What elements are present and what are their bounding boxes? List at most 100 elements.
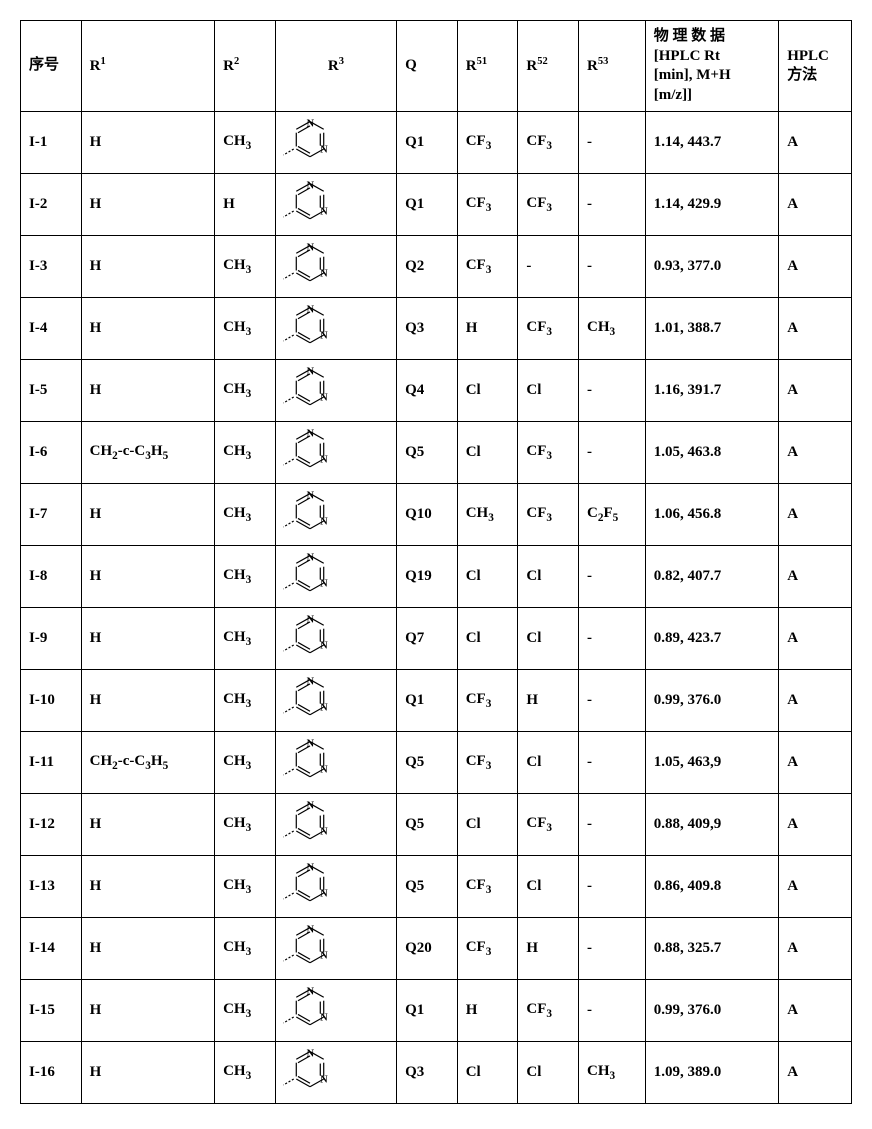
- cell-r53: -: [579, 236, 646, 298]
- header-seq: 序号: [21, 21, 82, 112]
- svg-text:N: N: [306, 925, 314, 936]
- cell-r3-structure: N N: [275, 236, 396, 298]
- pyrimidine-icon: N N: [280, 363, 340, 413]
- cell-seq: I-4: [21, 298, 82, 360]
- cell-r51: Cl: [457, 546, 518, 608]
- cell-hplc-data: 1.05, 463.8: [645, 422, 778, 484]
- cell-r51: CF3: [457, 918, 518, 980]
- cell-r53: -: [579, 174, 646, 236]
- cell-method: A: [779, 484, 852, 546]
- cell-r3-structure: N N: [275, 298, 396, 360]
- svg-text:N: N: [306, 677, 314, 688]
- cell-r53: -: [579, 360, 646, 422]
- cell-hplc-data: 1.16, 391.7: [645, 360, 778, 422]
- table-row: I-16HCH3 N N Q3ClClCH31.09, 389.0A: [21, 1042, 852, 1104]
- cell-r2: CH3: [215, 608, 276, 670]
- cell-r3-structure: N N: [275, 670, 396, 732]
- pyrimidine-icon: N N: [280, 115, 340, 165]
- cell-r3-structure: N N: [275, 732, 396, 794]
- cell-r53: -: [579, 918, 646, 980]
- cell-method: A: [779, 670, 852, 732]
- cell-r1: CH2-c-C3H5: [81, 422, 214, 484]
- pyrimidine-icon: N N: [280, 177, 340, 227]
- cell-seq: I-9: [21, 608, 82, 670]
- table-row: I-9HCH3 N N Q7ClCl-0.89, 423.7A: [21, 608, 852, 670]
- header-r52: R52: [518, 21, 579, 112]
- cell-r1: H: [81, 608, 214, 670]
- cell-r51: CF3: [457, 856, 518, 918]
- svg-text:N: N: [320, 640, 328, 651]
- cell-r53: -: [579, 794, 646, 856]
- table-row: I-13HCH3 N N Q5CF3Cl-0.86, 409.8A: [21, 856, 852, 918]
- cell-method: A: [779, 608, 852, 670]
- cell-r1: H: [81, 484, 214, 546]
- svg-text:N: N: [320, 454, 328, 465]
- table-row: I-14HCH3 N N Q20CF3H-0.88, 325.7A: [21, 918, 852, 980]
- header-r1: R1: [81, 21, 214, 112]
- pyrimidine-icon: N N: [280, 859, 340, 909]
- table-row: I-8HCH3 N N Q19ClCl-0.82, 407.7A: [21, 546, 852, 608]
- cell-r3-structure: N N: [275, 1042, 396, 1104]
- pyrimidine-icon: N N: [280, 301, 340, 351]
- cell-q: Q19: [397, 546, 458, 608]
- pyrimidine-icon: N N: [280, 735, 340, 785]
- header-r51: R51: [457, 21, 518, 112]
- cell-r1: H: [81, 236, 214, 298]
- pyrimidine-icon: N N: [280, 487, 340, 537]
- cell-r51: Cl: [457, 360, 518, 422]
- cell-seq: I-7: [21, 484, 82, 546]
- table-row: I-7HCH3 N N Q10CH3CF3C2F51.06, 456.8A: [21, 484, 852, 546]
- cell-hplc-data: 1.06, 456.8: [645, 484, 778, 546]
- cell-r2: CH3: [215, 732, 276, 794]
- cell-r2: CH3: [215, 546, 276, 608]
- cell-r3-structure: N N: [275, 546, 396, 608]
- cell-r51: CF3: [457, 732, 518, 794]
- table-row: I-3HCH3 N N Q2CF3--0.93, 377.0A: [21, 236, 852, 298]
- cell-method: A: [779, 918, 852, 980]
- cell-r52: -: [518, 236, 579, 298]
- cell-seq: I-11: [21, 732, 82, 794]
- cell-hplc-data: 1.14, 429.9: [645, 174, 778, 236]
- svg-text:N: N: [320, 268, 328, 279]
- header-r2: R2: [215, 21, 276, 112]
- cell-r2: CH3: [215, 980, 276, 1042]
- cell-r3-structure: N N: [275, 484, 396, 546]
- cell-r1: H: [81, 546, 214, 608]
- svg-text:N: N: [306, 987, 314, 998]
- cell-hplc-data: 1.14, 443.7: [645, 112, 778, 174]
- cell-q: Q3: [397, 1042, 458, 1104]
- cell-method: A: [779, 112, 852, 174]
- cell-q: Q5: [397, 732, 458, 794]
- cell-method: A: [779, 732, 852, 794]
- cell-method: A: [779, 236, 852, 298]
- cell-r2: CH3: [215, 794, 276, 856]
- cell-q: Q1: [397, 670, 458, 732]
- cell-r52: Cl: [518, 608, 579, 670]
- cell-seq: I-10: [21, 670, 82, 732]
- svg-text:N: N: [320, 144, 328, 155]
- cell-r53: CH3: [579, 1042, 646, 1104]
- cell-r1: H: [81, 794, 214, 856]
- cell-method: A: [779, 980, 852, 1042]
- cell-r1: H: [81, 174, 214, 236]
- header-r53: R53: [579, 21, 646, 112]
- pyrimidine-icon: N N: [280, 921, 340, 971]
- cell-method: A: [779, 174, 852, 236]
- cell-r2: CH3: [215, 298, 276, 360]
- cell-r52: CF3: [518, 484, 579, 546]
- cell-r1: H: [81, 360, 214, 422]
- cell-r52: H: [518, 918, 579, 980]
- cell-r52: CF3: [518, 794, 579, 856]
- cell-hplc-data: 0.99, 376.0: [645, 980, 778, 1042]
- cell-q: Q5: [397, 794, 458, 856]
- cell-r3-structure: N N: [275, 422, 396, 484]
- pyrimidine-icon: N N: [280, 1045, 340, 1095]
- cell-r51: CH3: [457, 484, 518, 546]
- table-row: I-11CH2-c-C3H5CH3 N N Q5CF3Cl-1.05, 463,…: [21, 732, 852, 794]
- cell-r53: -: [579, 546, 646, 608]
- cell-r3-structure: N N: [275, 794, 396, 856]
- pyrimidine-icon: N N: [280, 983, 340, 1033]
- cell-seq: I-3: [21, 236, 82, 298]
- cell-r2: CH3: [215, 1042, 276, 1104]
- cell-q: Q5: [397, 422, 458, 484]
